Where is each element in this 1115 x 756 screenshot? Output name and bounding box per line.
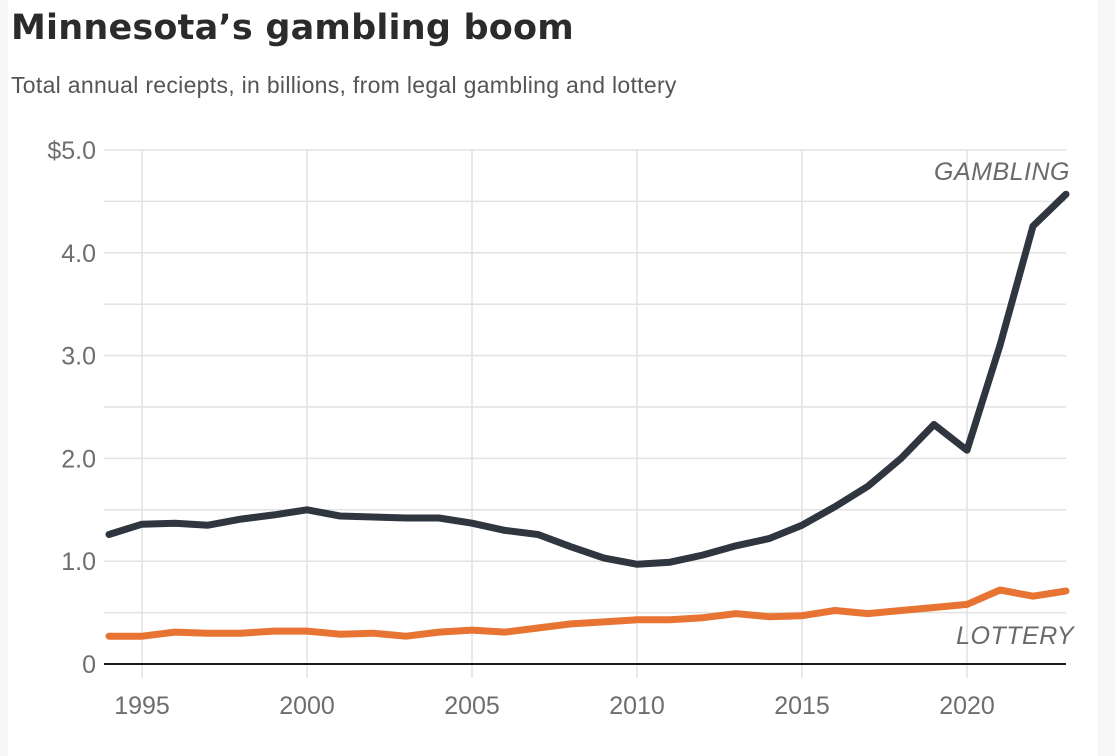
y-axis-labels: 0 1.0 2.0 3.0 4.0 $5.0 [47,137,96,679]
x-tick-label: 1995 [114,692,170,720]
x-tick-label: 2020 [939,692,995,720]
x-axis-labels: 1995 2000 2005 2010 2015 2020 [114,692,995,720]
y-tick-label: $5.0 [47,137,96,165]
x-tick-label: 2000 [279,692,335,720]
gridlines-vertical [141,150,968,678]
gridlines-horizontal [104,149,1066,614]
x-tick-label: 2005 [444,692,500,720]
y-tick-label: 3.0 [61,343,96,371]
y-tick-label: 4.0 [61,240,96,268]
x-tick-label: 2010 [609,692,665,720]
y-tick-label: 0 [82,651,96,679]
chart-subtitle: Total annual reciepts, in billions, from… [11,72,677,98]
y-tick-label: 1.0 [61,548,96,576]
series-label-lottery: LOTTERY [956,622,1076,650]
y-tick-label: 2.0 [61,445,96,473]
series-label-gambling: GAMBLING [934,158,1070,186]
x-tick-label: 2015 [774,692,830,720]
series-line-lottery [105,586,1070,640]
series-line-gambling [105,190,1070,568]
chart-title: Minnesota’s gambling boom [11,8,574,48]
